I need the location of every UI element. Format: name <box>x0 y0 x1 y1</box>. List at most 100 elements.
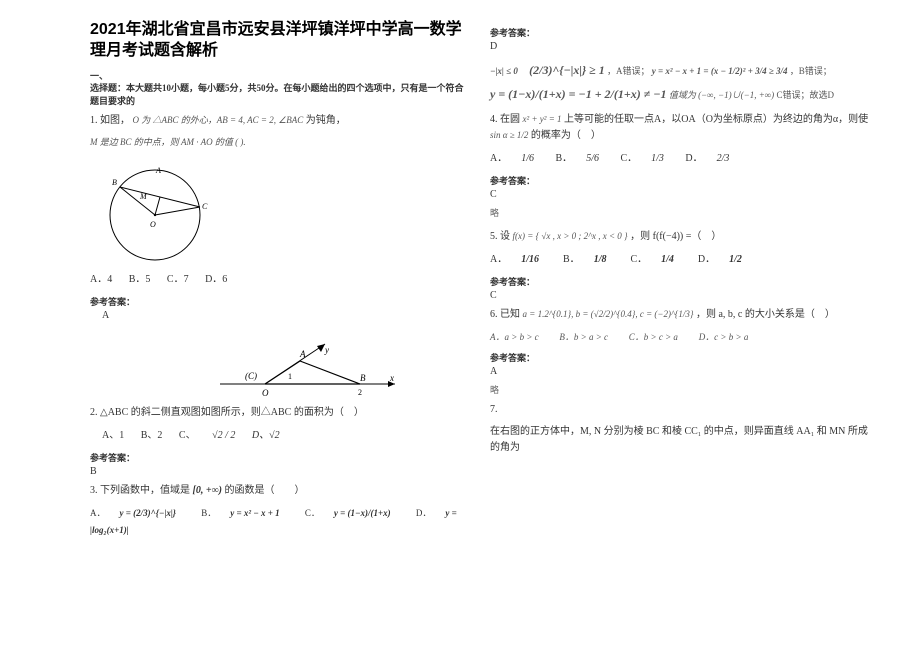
q1-text-d: M 是边 BC 的中点，则 AM · AO 的值 ( ). <box>90 137 246 147</box>
q4-oav: 1/6 <box>521 153 534 164</box>
q1-answer-label: 参考答案： <box>90 295 470 308</box>
oblique-diagram: O (C) A y B x 1 2 <box>210 339 400 399</box>
q2-opt-b: B、2 <box>141 430 163 441</box>
q3-expl-b: (2/3)^{−|x|} ≥ 1 <box>529 63 605 77</box>
q4-oc: C． <box>620 153 637 164</box>
q1-options: A．4 B．5 C．7 D．6 <box>90 271 470 289</box>
q3-text-a: 3. 下列函数中，值域是 <box>90 485 190 496</box>
q3-expl-b2: ，A错误； <box>607 66 650 76</box>
q5-options: A．1/16 B．1/8 C．1/4 D．1/2 <box>490 251 870 269</box>
q3-options: A．y = (2/3)^{−|x|} B．y = x² − x + 1 C．y … <box>90 505 470 537</box>
q5-stem: 5. 设 f(x) = { √x , x > 0 ; 2^x , x < 0 }… <box>490 229 870 245</box>
q2-opt-d: D、√2 <box>252 430 280 441</box>
q6-oa: A．a > b > c <box>490 332 539 342</box>
q2-answer: B <box>90 466 470 477</box>
q6-options: A．a > b > c B．b > a > c C．b > c > a D．c … <box>490 329 870 345</box>
q2-opt-a: A、1 <box>102 430 124 441</box>
q1-stem: 1. 如图， O 为 △ABC 的外心，AB = 4, AC = 2, ∠BAC… <box>90 113 470 129</box>
svg-text:B: B <box>360 373 366 383</box>
q4-cond: sin α ≥ 1/2 <box>490 130 528 140</box>
q7-num: 7. <box>490 402 870 418</box>
svg-text:1: 1 <box>288 372 292 381</box>
q5-a: 5. 设 <box>490 231 510 242</box>
q5-piece: f(x) = { √x , x > 0 ; 2^x , x < 0 } <box>513 231 628 241</box>
q4-b: 上等可能的任取一点A，以OA（O为坐标原点）为终边的角为α，则使 <box>564 114 868 125</box>
svg-text:O: O <box>150 220 156 229</box>
spacer <box>90 327 470 335</box>
q5-ob: B． <box>563 254 580 265</box>
svg-text:A: A <box>155 166 161 175</box>
q5-oav: 1/16 <box>521 254 539 265</box>
svg-text:B: B <box>112 178 117 187</box>
q1-opt-d: D．6 <box>205 274 227 285</box>
q2-options: A、1 B、2 C、 √2 / 2 D、√2 <box>102 427 470 445</box>
right-column: 参考答案： D −|x| ≤ 0 (2/3)^{−|x|} ≥ 1 ，A错误； … <box>480 20 880 641</box>
q6-expr: a = 1.2^{0.1}, b = (√2/2)^{0.4}, c = (−2… <box>523 309 694 319</box>
q2-opt-c-math: √2 / 2 <box>212 430 235 441</box>
q1-text-b: O 为 △ABC 的外心，AB = 4, AC = 2, ∠BAC <box>133 115 304 125</box>
svg-text:2: 2 <box>358 388 362 397</box>
q3-d-pre: D． <box>416 508 432 518</box>
q3-explain: −|x| ≤ 0 (2/3)^{−|x|} ≥ 1 ，A错误； y = x² −… <box>490 58 870 106</box>
q4-answer: C <box>490 189 870 200</box>
q5-oa: A． <box>490 254 507 265</box>
q3-answer: D <box>490 41 870 52</box>
q6-oc: C．b > c > a <box>629 332 678 342</box>
svg-text:A: A <box>299 349 306 359</box>
q5-od: D． <box>698 254 715 265</box>
q3-stem: 3. 下列函数中，值域是 [0, +∞) 的函数是（ ） <box>90 483 470 499</box>
q2-figure: O (C) A y B x 1 2 <box>210 339 470 399</box>
q3-expl-a: −|x| ≤ 0 <box>490 66 518 76</box>
q4-od: D． <box>685 153 702 164</box>
q4-obv: 5/6 <box>586 153 599 164</box>
q4-options: A．1/6 B．5/6 C．1/3 D．2/3 <box>490 150 870 168</box>
q5-odv: 1/2 <box>729 254 742 265</box>
q4-a: 4. 在圆 <box>490 114 520 125</box>
q6-ob: B．b > a > c <box>559 332 608 342</box>
svg-text:y: y <box>324 345 329 355</box>
q3-range: [0, +∞) <box>193 485 223 496</box>
q5-answer-label: 参考答案： <box>490 275 870 288</box>
q1-text-a: 1. 如图， <box>90 115 130 126</box>
q3-answer-label: 参考答案： <box>490 26 870 39</box>
q3-text-b: 的函数是（ ） <box>225 485 305 496</box>
q2-answer-label: 参考答案： <box>90 451 470 464</box>
q1-opt-b: B．5 <box>129 274 151 285</box>
q4-answer-label: 参考答案： <box>490 174 870 187</box>
svg-text:x: x <box>389 373 394 383</box>
q1-stem-line2: M 是边 BC 的中点，则 AM · AO 的值 ( ). <box>90 135 470 151</box>
q3-expl-d: y = (1−x)/(1+x) = −1 + 2/(1+x) ≠ −1 <box>490 87 667 101</box>
q3-a-pre: A． <box>90 508 106 518</box>
q1-text-c: 为钝角， <box>306 115 346 126</box>
q3-expl-c: y = x² − x + 1 = (x − 1/2)² + 3/4 ≥ 3/4 <box>652 66 788 76</box>
q3-c-math: y = (1−x)/(1+x) <box>334 508 391 518</box>
svg-text:C: C <box>202 202 208 211</box>
q5-obv: 1/8 <box>594 254 607 265</box>
q6-answer-label: 参考答案： <box>490 351 870 364</box>
q4-stem: 4. 在圆 x² + y² = 1 上等可能的任取一点A，以OA（O为坐标原点）… <box>490 112 870 144</box>
q6-note: 略 <box>490 383 870 396</box>
q5-ocv: 1/4 <box>661 254 674 265</box>
svg-text:(C): (C) <box>245 371 257 381</box>
q3-c-pre: C． <box>305 508 320 518</box>
q6-b: ，则 a, b, c 的大小关系是（ ） <box>696 309 835 320</box>
q2-stem: 2. △ABC 的斜二侧直观图如图所示，则△ABC 的面积为（ ） <box>90 405 470 421</box>
q5-b: ，则 f(f(−4)) =（ ） <box>630 231 721 242</box>
q4-ob: B． <box>556 153 573 164</box>
q6-a: 6. 已知 <box>490 309 520 320</box>
q3-expl-c2: ，B错误； <box>790 66 832 76</box>
document-title: 2021年湖北省宜昌市远安县洋坪镇洋坪中学高一数学理月考试题含解析 <box>90 20 470 62</box>
q4-odv: 2/3 <box>717 153 730 164</box>
q4-c: 的概率为（ ） <box>531 130 601 141</box>
q4-circle: x² + y² = 1 <box>523 114 562 124</box>
q5-answer: C <box>490 290 870 301</box>
q6-answer: A <box>490 366 870 377</box>
circle-diagram: A B M C O <box>100 157 210 267</box>
q3-expl-d2: 值域为 (−∞, −1)∪(−1, +∞) <box>669 90 774 100</box>
q3-a-math: y = (2/3)^{−|x|} <box>120 508 176 518</box>
q1-figure: A B M C O <box>100 157 470 267</box>
q4-oa: A． <box>490 153 507 164</box>
svg-text:O: O <box>262 388 269 398</box>
q3-expl-d3: C错误；故选D <box>776 90 834 100</box>
q1-opt-c: C．7 <box>167 274 189 285</box>
